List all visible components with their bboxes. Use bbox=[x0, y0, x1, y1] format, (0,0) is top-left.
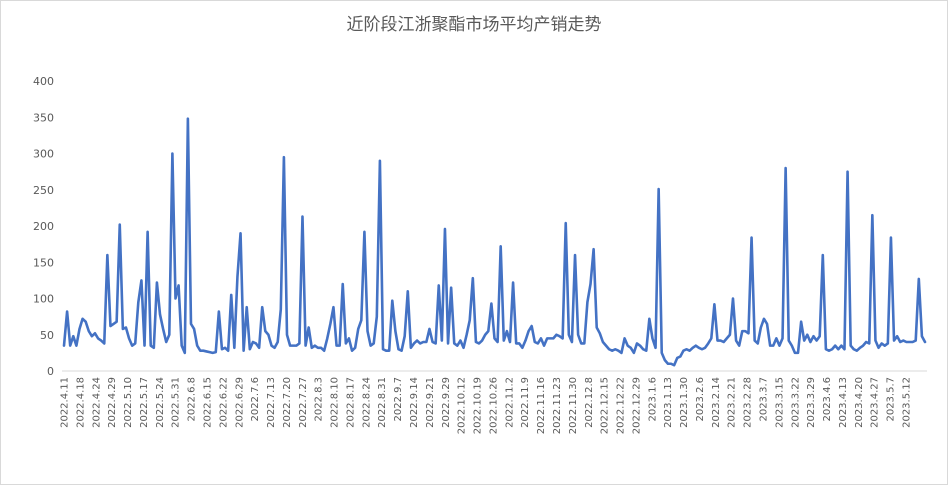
x-tick-label: 2022.7.27 bbox=[298, 377, 309, 428]
x-tick-label: 2023.3.15 bbox=[774, 377, 785, 428]
x-tick-label: 2022.5.24 bbox=[155, 377, 166, 428]
x-tick-label: 2022.4.24 bbox=[91, 377, 102, 428]
x-tick-label: 2022.12.29 bbox=[631, 377, 642, 434]
series-line bbox=[62, 117, 927, 367]
x-tick-label: 2023.2.28 bbox=[743, 377, 754, 428]
y-tick-label: 50 bbox=[40, 329, 54, 342]
y-tick-label: 300 bbox=[33, 148, 54, 161]
x-tick-label: 2022.10.26 bbox=[488, 377, 499, 434]
x-tick-label: 2022.6.22 bbox=[218, 377, 229, 428]
x-tick-label: 2022.4.11 bbox=[60, 377, 71, 428]
x-tick-label: 2022.10.12 bbox=[457, 377, 468, 434]
y-tick-label: 150 bbox=[33, 256, 54, 269]
x-tick-label: 2023.4.27 bbox=[870, 377, 881, 428]
y-tick-label: 0 bbox=[47, 365, 54, 378]
x-tick-label: 2022.8.3 bbox=[314, 377, 325, 422]
x-tick-label: 2023.2.6 bbox=[695, 377, 706, 422]
x-tick-label: 2022.8.17 bbox=[345, 377, 356, 428]
x-tick-label: 2022.5.10 bbox=[123, 377, 134, 428]
x-tick-label: 2023.2.21 bbox=[727, 377, 738, 428]
x-tick-label: 2022.9.21 bbox=[425, 377, 436, 428]
x-tick-label: 2023.4.20 bbox=[854, 377, 865, 428]
y-tick-label: 200 bbox=[33, 220, 54, 233]
x-tick-label: 2022.10.19 bbox=[473, 377, 484, 434]
x-tick-label: 2022.7.20 bbox=[282, 377, 293, 428]
x-tick-label: 2022.6.29 bbox=[234, 377, 245, 428]
x-tick-label: 2023.1.30 bbox=[679, 377, 690, 428]
x-tick-label: 2022.8.24 bbox=[361, 377, 372, 428]
x-tick-label: 2023.5.7 bbox=[886, 377, 897, 422]
x-tick-label: 2022.11.9 bbox=[520, 377, 531, 428]
x-tick-label: 2022.4.29 bbox=[107, 377, 118, 428]
x-tick-label: 2022.4.18 bbox=[75, 377, 86, 428]
x-tick-label: 2023.1.6 bbox=[647, 377, 658, 422]
x-tick-label: 2023.1.13 bbox=[663, 377, 674, 428]
x-tick-label: 2022.6.8 bbox=[187, 377, 198, 422]
x-tick-label: 2022.5.31 bbox=[171, 377, 182, 428]
x-tick-label: 2022.12.22 bbox=[616, 377, 627, 434]
x-tick-label: 2022.9.29 bbox=[441, 377, 452, 428]
x-tick-label: 2023.3.22 bbox=[790, 377, 801, 428]
x-tick-label: 2023.4.6 bbox=[822, 377, 833, 422]
x-tick-label: 2022.5.17 bbox=[139, 377, 150, 428]
x-tick-label: 2022.8.31 bbox=[377, 377, 388, 428]
y-tick-label: 100 bbox=[33, 293, 54, 306]
x-tick-label: 2023.2.14 bbox=[711, 377, 722, 428]
x-tick-label: 2023.5.12 bbox=[902, 377, 913, 428]
x-tick-label: 2022.11.30 bbox=[568, 377, 579, 434]
x-tick-label: 2022.7.13 bbox=[266, 377, 277, 428]
y-tick-label: 400 bbox=[33, 75, 54, 88]
chart-title: 近阶段江浙聚酯市场平均产销走势 bbox=[346, 15, 602, 35]
x-tick-label: 2022.6.15 bbox=[202, 377, 213, 428]
x-tick-label: 2023.4.13 bbox=[838, 377, 849, 428]
y-tick-label: 350 bbox=[33, 111, 54, 124]
x-tick-label: 2022.9.14 bbox=[409, 377, 420, 428]
x-tick-label: 2022.11.2 bbox=[504, 377, 515, 428]
y-axis-labels: 0 50 100 150 200 250 300 350 400 bbox=[33, 75, 54, 378]
x-tick-label: 2022.9.7 bbox=[393, 377, 404, 422]
x-tick-label: 2022.12.8 bbox=[584, 377, 595, 428]
x-tick-label: 2022.12.15 bbox=[600, 377, 611, 434]
x-tick-label: 2022.8.10 bbox=[330, 377, 341, 428]
x-tick-label: 2022.11.23 bbox=[552, 377, 563, 434]
x-tick-label: 2022.11.16 bbox=[536, 377, 547, 434]
x-tick-label: 2022.7.6 bbox=[250, 377, 261, 422]
x-tick-label: 2023.3.7 bbox=[759, 377, 770, 422]
y-tick-label: 250 bbox=[33, 184, 54, 197]
x-tick-label: 2023.3.29 bbox=[806, 377, 817, 428]
x-axis-labels: 2022.4.11 2022.4.18 2022.4.24 2022.4.29 2022… bbox=[60, 377, 913, 434]
